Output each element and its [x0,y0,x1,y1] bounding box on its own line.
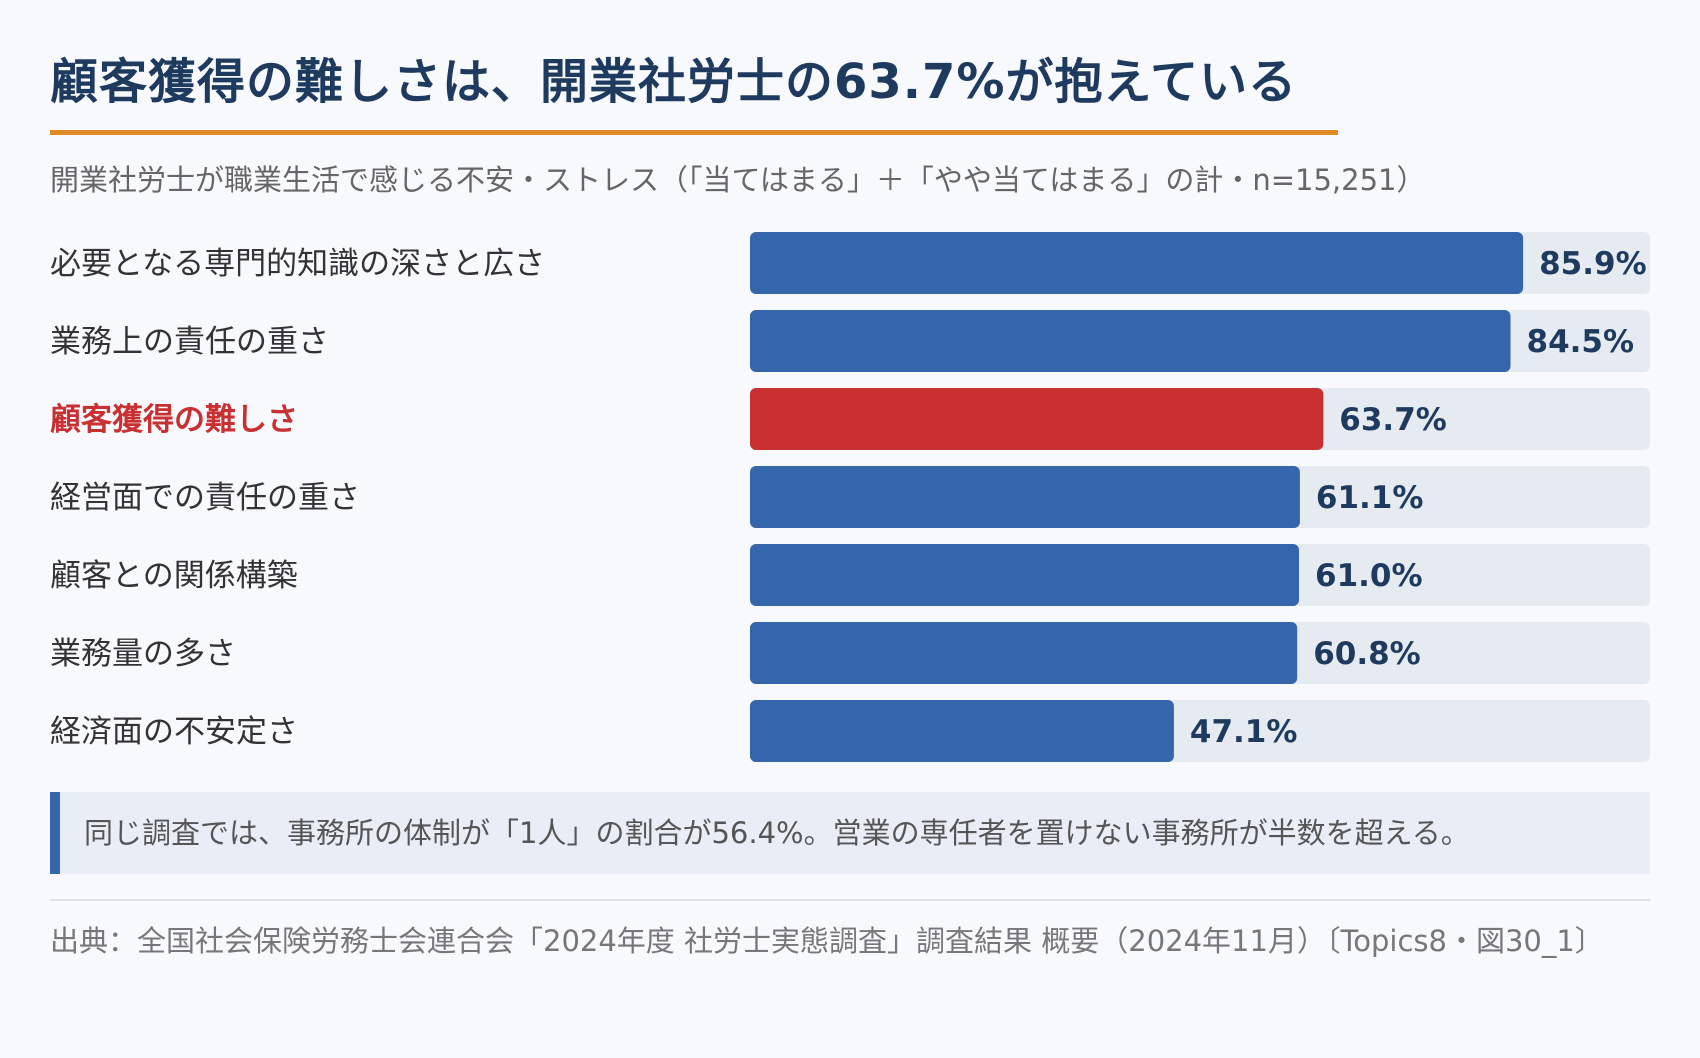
category-label: 経営面での責任の重さ [50,480,360,516]
title-underline [50,130,1338,135]
chart-subtitle: 開業社労士が職業生活で感じる不安・ストレス（「当てはまる」＋「やや当てはまる」の… [50,163,1426,197]
note-text: 同じ調査では、事務所の体制が「1人」の割合が56.4%。営業の専任者を置けない事… [84,816,1470,850]
value-label: 84.5% [1527,324,1635,360]
bar-chart: 必要となる専門的知識の深さと広さ 85.9% 業務上の責任の重さ 84.5% 顧客獲得の… [50,232,1650,762]
value-label: 47.1% [1190,714,1298,750]
chart-title: 顧客獲得の難しさは、開業社労士の63.7%が抱えている [50,54,1298,110]
value-label: 63.7% [1339,402,1447,438]
category-label: 顧客との関係構築 [50,558,298,594]
bar [750,388,1324,450]
category-label: 顧客獲得の難しさ [50,402,298,438]
value-label: 61.1% [1316,480,1424,516]
category-label: 経済面の不安定さ [50,714,298,750]
category-label: 業務量の多さ [50,636,236,672]
bar [750,700,1174,762]
value-label: 60.8% [1313,636,1421,672]
bar [750,232,1524,294]
value-label: 61.0% [1315,558,1423,594]
bar [750,544,1299,606]
source-text: 出典：全国社会保険労務士会連合会「2024年度 社労士実態調査」調査結果 概要（… [50,924,1604,958]
divider [50,899,1650,901]
bar [750,622,1298,684]
note-box: 同じ調査では、事務所の体制が「1人」の割合が56.4%。営業の専任者を置けない事… [50,792,1650,874]
category-label: 必要となる専門的知識の深さと広さ [50,246,545,282]
value-label: 85.9% [1539,246,1647,282]
bar [750,466,1300,528]
category-label: 業務上の責任の重さ [50,324,329,360]
bar [750,310,1511,372]
